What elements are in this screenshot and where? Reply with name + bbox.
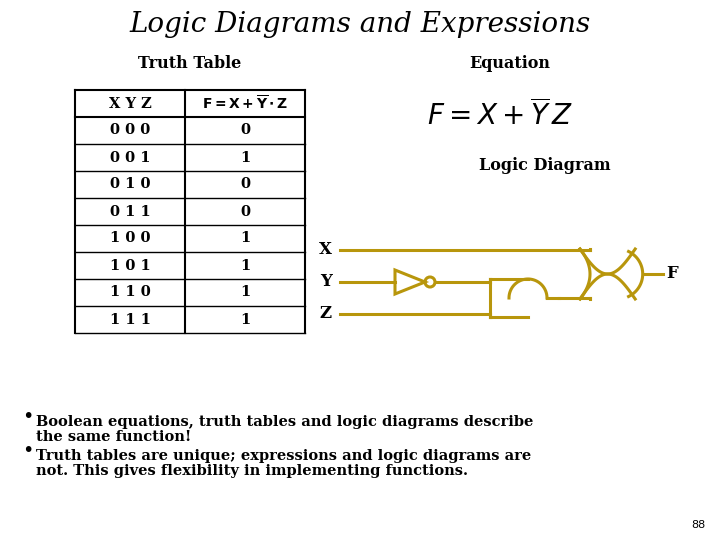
Text: 1 0 1: 1 0 1 <box>109 259 150 273</box>
Text: Logic Diagram: Logic Diagram <box>480 157 611 173</box>
Text: Boolean equations, truth tables and logic diagrams describe: Boolean equations, truth tables and logi… <box>36 415 534 429</box>
Text: 0: 0 <box>240 205 250 219</box>
Text: 1 0 0: 1 0 0 <box>109 232 150 246</box>
Text: 1 1 1: 1 1 1 <box>109 313 150 327</box>
Text: the same function!: the same function! <box>36 430 192 444</box>
Text: Truth Table: Truth Table <box>138 56 242 72</box>
Text: not. This gives flexibility in implementing functions.: not. This gives flexibility in implement… <box>36 464 468 478</box>
Text: 0: 0 <box>240 124 250 138</box>
Text: X Y Z: X Y Z <box>109 97 151 111</box>
Text: 1: 1 <box>240 232 250 246</box>
Text: F: F <box>667 266 678 282</box>
Text: 1: 1 <box>240 313 250 327</box>
Text: 0 1 0: 0 1 0 <box>109 178 150 192</box>
Text: Equation: Equation <box>469 56 551 72</box>
Text: 1: 1 <box>240 286 250 300</box>
Text: $F = X + \overline{Y}\,Z$: $F = X + \overline{Y}\,Z$ <box>427 99 573 131</box>
Text: Y: Y <box>320 273 332 291</box>
Text: X: X <box>319 241 332 259</box>
Text: $\mathbf{F = X + \overline{Y} \cdot Z}$: $\mathbf{F = X + \overline{Y} \cdot Z}$ <box>202 94 288 113</box>
Text: 1 1 0: 1 1 0 <box>109 286 150 300</box>
Text: Logic Diagrams and Expressions: Logic Diagrams and Expressions <box>130 11 590 38</box>
Text: 0 0 0: 0 0 0 <box>110 124 150 138</box>
Text: 88: 88 <box>690 520 705 530</box>
Text: 0 0 1: 0 0 1 <box>109 151 150 165</box>
Text: 0: 0 <box>240 178 250 192</box>
Text: •: • <box>22 407 33 426</box>
Text: Truth tables are unique; expressions and logic diagrams are: Truth tables are unique; expressions and… <box>36 449 531 463</box>
Text: 1: 1 <box>240 259 250 273</box>
Text: Z: Z <box>320 306 332 322</box>
Text: •: • <box>22 441 33 460</box>
Text: 0 1 1: 0 1 1 <box>109 205 150 219</box>
Text: 1: 1 <box>240 151 250 165</box>
